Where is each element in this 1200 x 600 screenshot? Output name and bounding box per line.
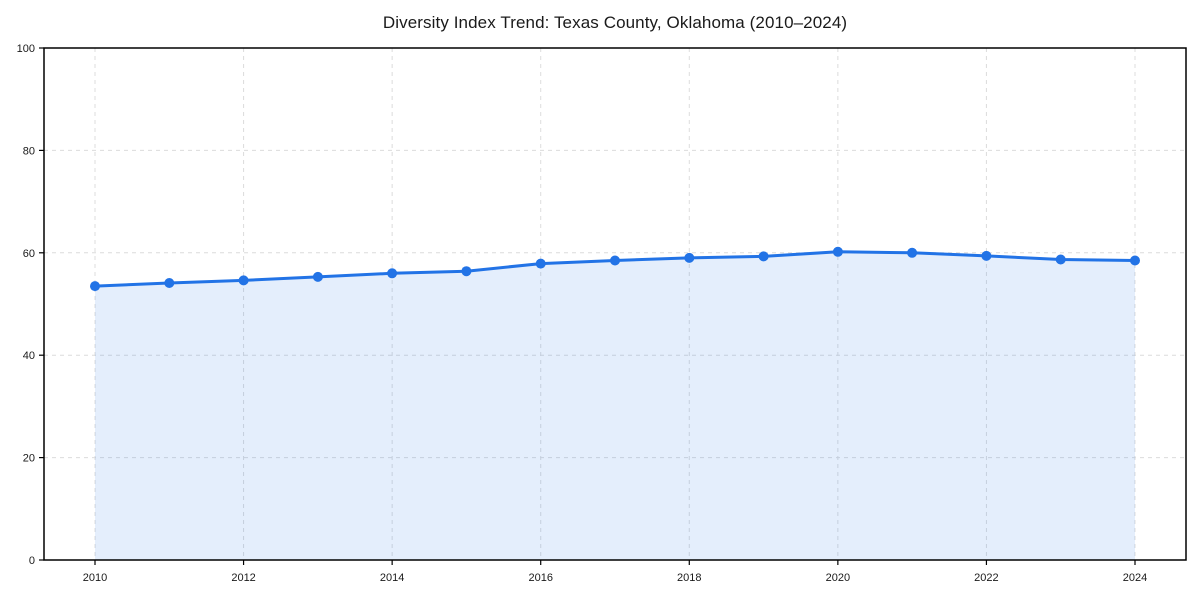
data-point-2011	[164, 278, 175, 288]
y-tick-label: 100	[17, 43, 35, 55]
chart-title: Diversity Index Trend: Texas County, Okl…	[382, 13, 848, 32]
data-point-2024	[1130, 255, 1140, 266]
plot-border	[43, 47, 1187, 561]
y-tick-label: 80	[23, 145, 35, 157]
data-point-2020	[832, 246, 843, 257]
x-tick-label: 2024	[1123, 572, 1147, 584]
x-tick-label: 2014	[380, 572, 404, 584]
data-point-2017	[610, 255, 620, 266]
data-point-2019	[758, 251, 769, 262]
x-tick-label: 2018	[677, 572, 701, 584]
data-point-2015	[461, 266, 472, 277]
data-point-2014	[387, 268, 398, 279]
data-point-2021	[907, 247, 918, 258]
y-tick-label: 0	[29, 555, 35, 567]
x-tick-label: 2016	[528, 572, 552, 584]
data-point-2023	[1055, 254, 1066, 265]
data-point-2016	[535, 258, 546, 269]
data-point-2022	[981, 250, 992, 261]
x-tick-label: 2010	[83, 572, 107, 584]
data-point-2012	[238, 275, 249, 286]
x-tick-label: 2020	[826, 572, 850, 584]
x-tick-label: 2012	[231, 572, 255, 584]
data-point-2018	[684, 252, 695, 263]
data-point-2013	[312, 271, 323, 282]
y-tick-label: 20	[23, 453, 35, 465]
data-point-2010	[90, 281, 100, 292]
y-tick-label: 40	[23, 350, 35, 362]
x-tick-label: 2022	[974, 572, 998, 584]
area-fill	[95, 251, 1135, 561]
y-tick-label: 60	[23, 248, 35, 260]
